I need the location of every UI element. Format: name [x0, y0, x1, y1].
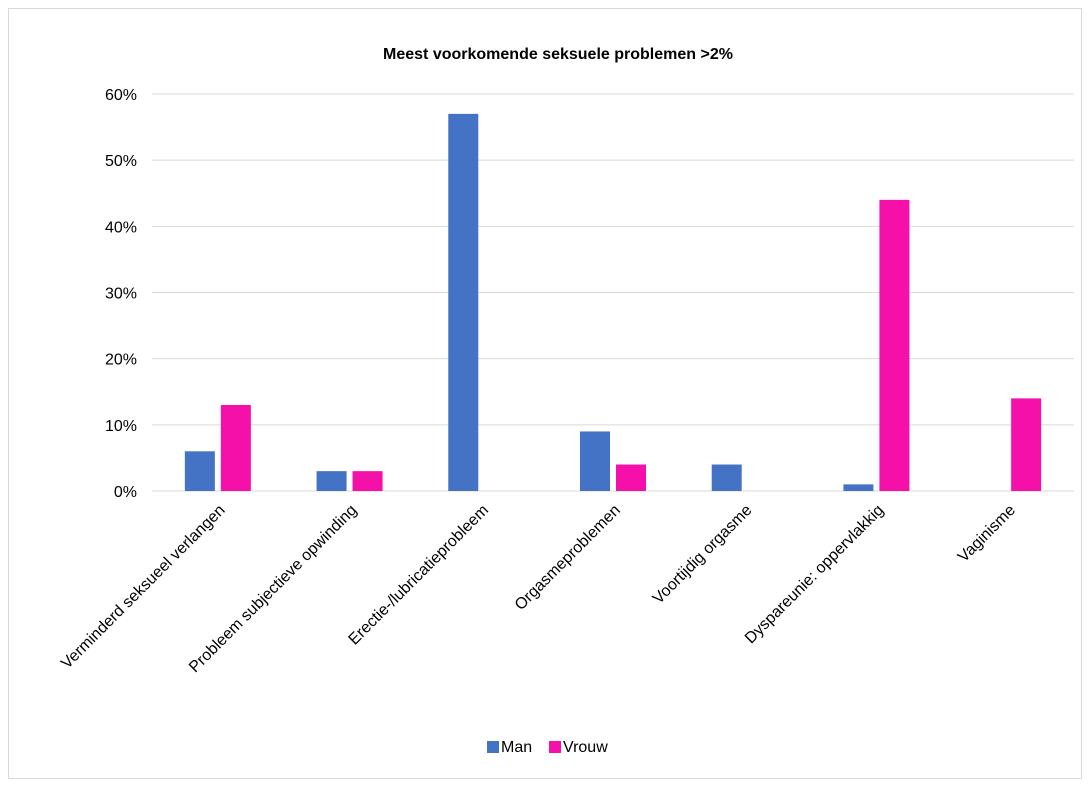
x-category-label: Vaginisme: [955, 502, 1019, 566]
y-tick-label: 40%: [105, 219, 137, 236]
bar-chart: Meest voorkomende seksuele problemen >2%…: [58, 46, 1074, 756]
y-tick-label: 0%: [114, 484, 137, 501]
y-tick-label: 60%: [105, 87, 137, 104]
chart-title: Meest voorkomende seksuele problemen >2%: [383, 46, 733, 63]
y-tick-label: 20%: [105, 352, 137, 369]
chart-frame: Meest voorkomende seksuele problemen >2%…: [8, 8, 1082, 779]
bar-vrouw: [352, 471, 383, 491]
y-tick-label: 50%: [105, 153, 137, 170]
bar-man: [448, 113, 479, 491]
bar-vrouw: [220, 404, 251, 491]
y-axis-ticks: 0% 10% 20% 30% 40% 50% 60%: [105, 87, 137, 501]
bar-man: [316, 471, 347, 491]
gridlines: [152, 93, 1074, 492]
bar-vrouw: [1011, 398, 1042, 491]
y-tick-label: 30%: [105, 286, 137, 303]
bar-man: [843, 484, 874, 491]
legend-swatch: [487, 741, 499, 753]
x-category-label: Orgasmeproblemen: [512, 502, 624, 614]
legend-swatch: [549, 741, 561, 753]
legend: Man Vrouw: [487, 739, 608, 756]
bar-vrouw: [616, 464, 646, 491]
legend-label: Man: [501, 739, 532, 756]
y-tick-label: 10%: [105, 418, 137, 435]
bar-man: [711, 464, 742, 491]
x-category-label: Voortijdig orgasme: [650, 502, 756, 608]
x-category-label: Dyspareunie: oppervlakkig: [742, 502, 887, 647]
bars: [184, 113, 1042, 491]
bar-vrouw: [879, 199, 910, 491]
legend-label: Vrouw: [563, 739, 608, 756]
bar-man: [184, 451, 215, 491]
bar-man: [580, 431, 610, 491]
x-category-label: Erectie-/lubricatieprobleem: [346, 502, 493, 649]
